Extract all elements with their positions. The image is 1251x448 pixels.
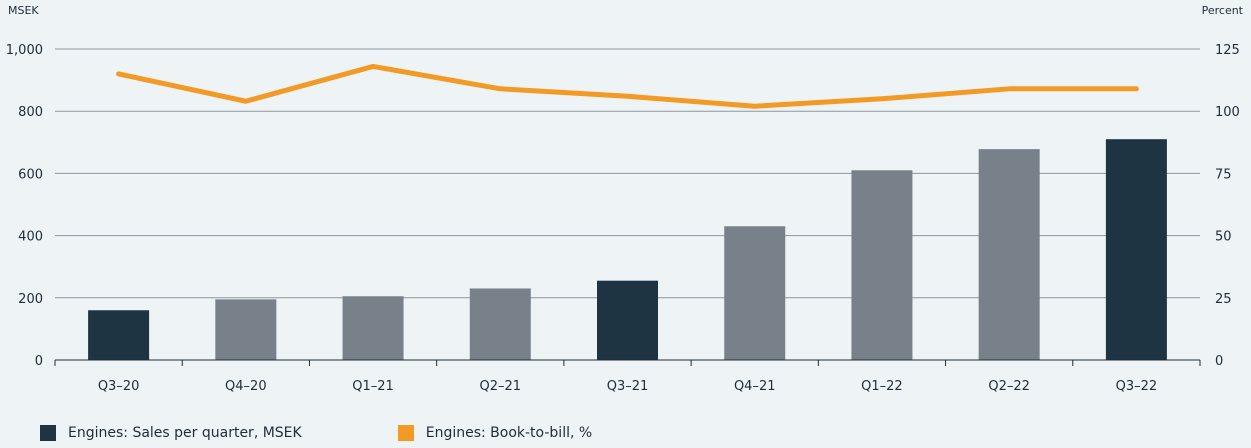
x-tick-label: Q1–22 xyxy=(861,379,903,394)
x-tick-label: Q4–20 xyxy=(225,379,267,394)
left-tick-label: 800 xyxy=(18,105,43,120)
bar xyxy=(1105,139,1167,360)
legend-label-book-to-bill: Engines: Book-to-bill, % xyxy=(425,425,593,441)
x-tick-label: Q1–21 xyxy=(352,379,394,394)
bar xyxy=(851,170,913,360)
right-tick-label: 50 xyxy=(1215,230,1232,245)
right-tick-label: 100 xyxy=(1215,105,1240,120)
legend-item-book-to-bill: Engines: Book-to-bill, % xyxy=(397,425,593,441)
right-tick-label: 125 xyxy=(1215,43,1240,58)
bar xyxy=(724,226,786,360)
combo-chart-svg: MSEK Percent 0 200 400 600 800 1,000 0 25 50 75 10… xyxy=(6,4,1244,394)
bar xyxy=(215,299,277,360)
book-to-bill-line xyxy=(116,63,1139,109)
x-tick-label: Q2–21 xyxy=(480,379,522,394)
left-tick-label: 0 xyxy=(35,354,43,369)
right-tick-label: 75 xyxy=(1215,167,1232,182)
left-axis-unit: MSEK xyxy=(8,4,39,17)
right-tick-label: 0 xyxy=(1215,354,1223,369)
legend-item-sales: Engines: Sales per quarter, MSEK xyxy=(40,425,302,441)
legend-label-sales: Engines: Sales per quarter, MSEK xyxy=(68,425,302,441)
left-tick-label: 200 xyxy=(18,292,43,307)
right-axis-unit: Percent xyxy=(1202,4,1244,17)
left-tick-label: 600 xyxy=(18,167,43,182)
right-tick-label: 25 xyxy=(1215,292,1232,307)
bar xyxy=(88,310,150,360)
bar xyxy=(342,296,404,360)
left-tick-label: 1,000 xyxy=(6,43,43,58)
legend: Engines: Sales per quarter, MSEK Engines… xyxy=(40,425,592,441)
legend-swatch-book-to-bill xyxy=(397,425,414,441)
x-tick-label: Q3–22 xyxy=(1116,379,1158,394)
legend-swatch-sales xyxy=(40,425,56,441)
bar xyxy=(597,280,658,360)
x-tick-label: Q3–20 xyxy=(98,379,140,394)
x-tick-label: Q3–21 xyxy=(607,379,649,394)
bar xyxy=(978,149,1040,360)
x-tick-label: Q4–21 xyxy=(734,379,776,394)
x-tick-label: Q2–22 xyxy=(988,379,1030,394)
bar xyxy=(469,288,531,360)
left-tick-label: 400 xyxy=(18,230,43,245)
